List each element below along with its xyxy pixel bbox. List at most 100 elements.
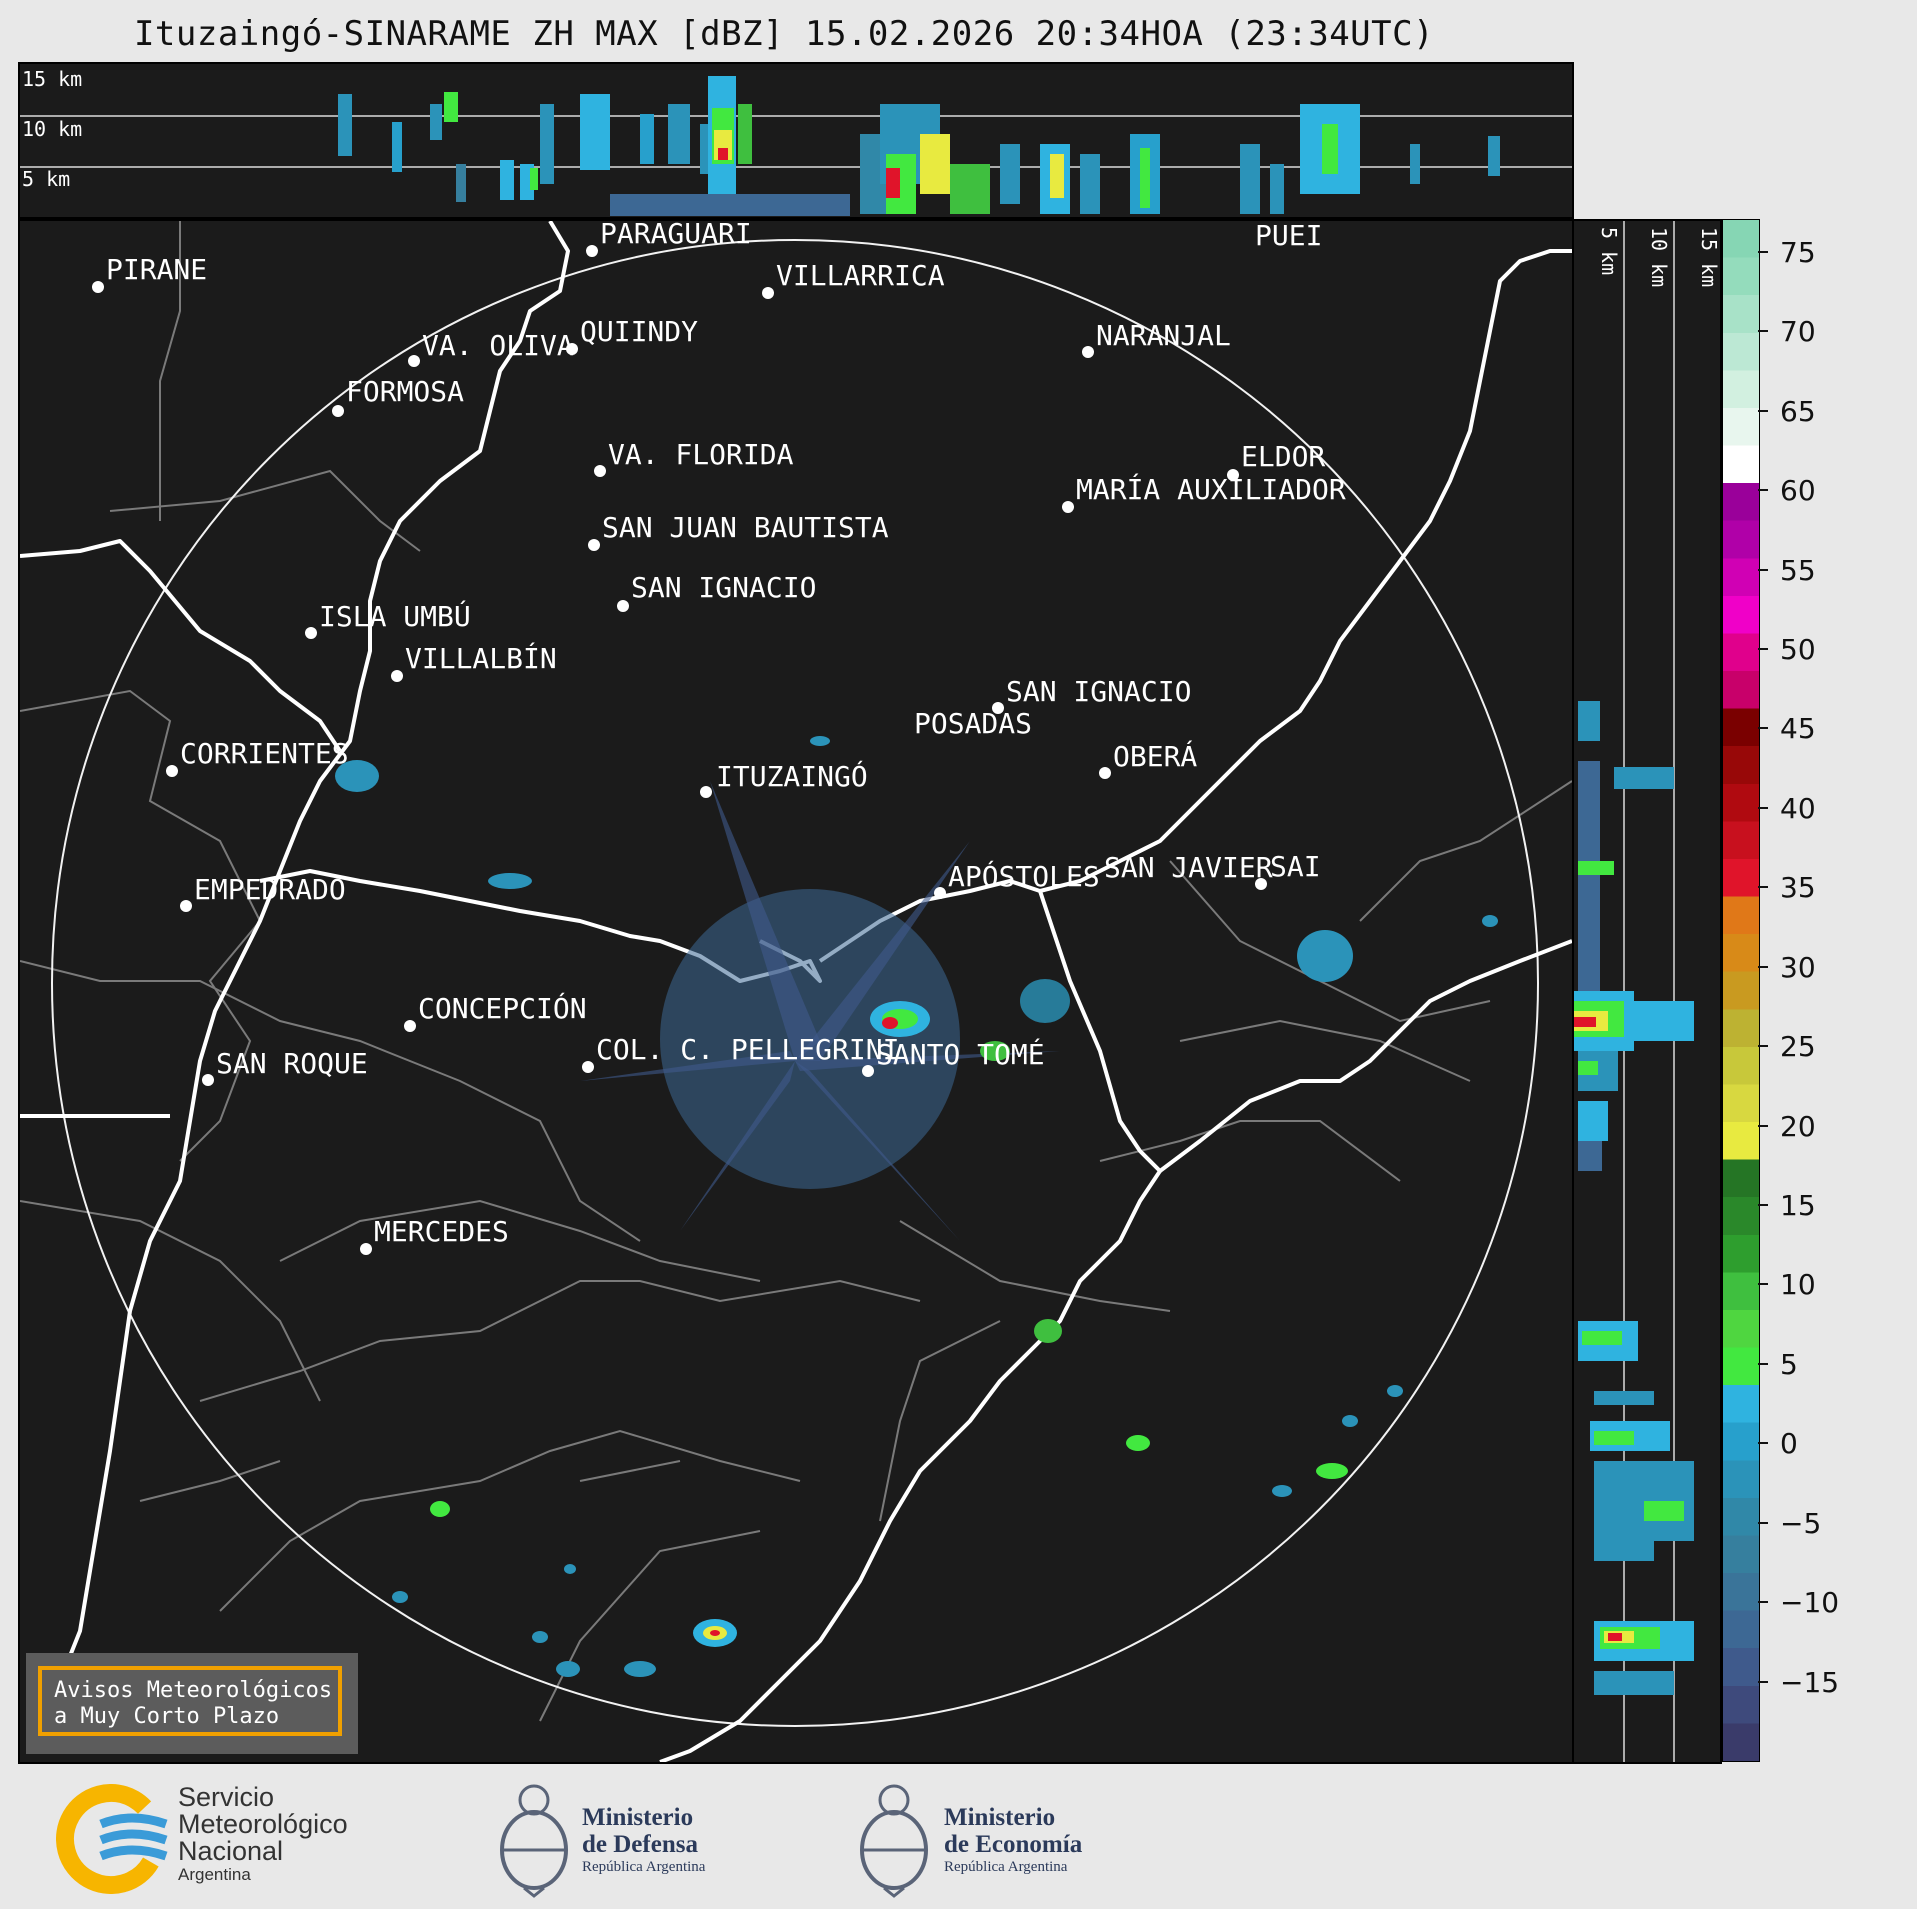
city-label-sai: SAI bbox=[1270, 850, 1321, 883]
colorbar-tick-mark bbox=[1758, 1601, 1768, 1604]
city-dot-villalbin bbox=[391, 670, 403, 682]
colorbar-tick-mark bbox=[1758, 409, 1768, 412]
colorbar-tick-label: 5 bbox=[1780, 1347, 1798, 1381]
notice-panel: Avisos Meteorológicos a Muy Corto Plazo bbox=[26, 1653, 358, 1754]
defensa-logo-text: Ministerio de Defensa República Argentin… bbox=[582, 1804, 705, 1876]
top-profile-svg: 15 km 10 km 5 km bbox=[20, 67, 1572, 216]
city-label-paraguari: PARAGUARÍ bbox=[600, 221, 752, 250]
city-dot-sai bbox=[1255, 878, 1267, 890]
city-dot-empedrado bbox=[180, 900, 192, 912]
colorbar-tick-label: 50 bbox=[1780, 632, 1816, 666]
colorbar-tick-label: 45 bbox=[1780, 712, 1816, 746]
smn-line-4: Argentina bbox=[178, 1865, 251, 1884]
city-label-concepcion: CONCEPCIÓN bbox=[418, 991, 587, 1025]
city-dot-ituzaingo bbox=[700, 786, 712, 798]
city-dot-santo-tome bbox=[862, 1065, 874, 1077]
colorbar bbox=[1722, 219, 1760, 1762]
colorbar-tick-label: 0 bbox=[1780, 1427, 1798, 1461]
city-dot-pirane bbox=[92, 281, 104, 293]
colorbar-tick-label: −15 bbox=[1780, 1665, 1840, 1699]
colorbar-tick-mark bbox=[1758, 965, 1768, 968]
city-dot-villarrica bbox=[762, 287, 774, 299]
city-label-va-oliva: VA. OLIVA bbox=[422, 329, 574, 362]
colorbar-tick-label: 40 bbox=[1780, 791, 1816, 825]
colorbar-tick-mark bbox=[1758, 806, 1768, 809]
city-dot-isla-umbu bbox=[305, 627, 317, 639]
colorbar-tick-label: −10 bbox=[1780, 1586, 1840, 1620]
city-label-villarrica: VILLARRICA bbox=[776, 259, 945, 292]
footer-logos: Servicio Meteorológico Nacional Argentin… bbox=[0, 1770, 1917, 1909]
economia-line-1: Ministerio bbox=[944, 1804, 1056, 1831]
city-label-villalbin: VILLALBÍN bbox=[405, 641, 557, 675]
colorbar-tick-mark bbox=[1758, 1442, 1768, 1445]
economia-coat-of-arms-icon bbox=[860, 1784, 928, 1898]
colorbar-tick-label: 75 bbox=[1780, 235, 1816, 269]
city-label-quiindy: QUIINDY bbox=[580, 315, 698, 348]
notice-line-2: a Muy Corto Plazo bbox=[54, 1704, 280, 1729]
colorbar-tick-label: 35 bbox=[1780, 871, 1816, 905]
city-label-puei: PUEI bbox=[1255, 221, 1322, 252]
colorbar-ticks: 75 70 65 60 55 50 45 40 35 30 25 20 15 10 5 0 −5 −10 −15 bbox=[1758, 219, 1878, 1760]
city-dot-eldor bbox=[1227, 469, 1239, 481]
colorbar-tick-mark bbox=[1758, 1680, 1768, 1683]
top-height-profile-panel: 15 km 10 km 5 km bbox=[18, 62, 1574, 219]
city-label-san-roque: SAN ROQUE bbox=[216, 1047, 368, 1080]
colorbar-tick-mark bbox=[1758, 727, 1768, 730]
city-label-maria-auxiliador: MARÍA AUXILIADOR bbox=[1076, 472, 1346, 506]
map-svg: PIRANE PARAGUARÍ VILLARRICA PUEI VA. OLI… bbox=[20, 221, 1572, 1762]
defensa-line-1: Ministerio bbox=[582, 1804, 694, 1831]
colorbar-tick-mark bbox=[1758, 568, 1768, 571]
smn-line-1: Servicio bbox=[178, 1782, 275, 1812]
range-ring bbox=[51, 239, 1539, 1727]
city-label-naranjal: NARANJAL bbox=[1096, 319, 1231, 352]
city-dot-paraguari bbox=[586, 245, 598, 257]
colorbar-tick-label: 30 bbox=[1780, 950, 1816, 984]
city-label-ituzaingo: ITUZAINGÓ bbox=[716, 759, 868, 793]
city-label-isla-umbu: ISLA UMBÚ bbox=[319, 599, 471, 633]
city-label-santo-tome: SANTO TOMÉ bbox=[876, 1037, 1045, 1071]
colorbar-tick-label: 25 bbox=[1780, 1030, 1816, 1064]
city-label-va-florida: VA. FLORIDA bbox=[608, 438, 794, 471]
colorbar-tick-label: −5 bbox=[1780, 1506, 1822, 1540]
city-label-posadas: POSADAS bbox=[914, 707, 1032, 740]
colorbar-tick-label: 55 bbox=[1780, 553, 1816, 587]
top-profile-echoes bbox=[338, 76, 1500, 216]
colorbar-tick-label: 15 bbox=[1780, 1188, 1816, 1222]
smn-line-2: Meteorológico bbox=[178, 1809, 348, 1839]
smn-logo-text: Servicio Meteorológico Nacional Argentin… bbox=[178, 1784, 348, 1885]
side-profile-svg: 5 km 10 km 15 km bbox=[1574, 221, 1721, 1762]
city-label-apostoles: APÓSTOLES bbox=[948, 859, 1100, 893]
height-label-5km: 5 km bbox=[22, 167, 70, 191]
economia-line-3: República Argentina bbox=[944, 1859, 1068, 1875]
colorbar-tick-label: 20 bbox=[1780, 1109, 1816, 1143]
colorbar-tick-mark bbox=[1758, 647, 1768, 650]
colorbar-tick-label: 60 bbox=[1780, 474, 1816, 508]
colorbar-tick-label: 10 bbox=[1780, 1268, 1816, 1302]
radar-map: PIRANE PARAGUARÍ VILLARRICA PUEI VA. OLI… bbox=[18, 219, 1574, 1764]
side-height-label-10km: 10 km bbox=[1647, 227, 1671, 287]
city-dot-mercedes bbox=[360, 1243, 372, 1255]
colorbar-tick-mark bbox=[1758, 1203, 1768, 1206]
colorbar-tick-mark bbox=[1758, 330, 1768, 333]
city-dot-san-ignacio-py bbox=[617, 600, 629, 612]
city-label-san-javier: SAN JAVIER bbox=[1104, 851, 1273, 884]
colorbar-tick-mark bbox=[1758, 1521, 1768, 1524]
city-dot-corrientes bbox=[166, 765, 178, 777]
economia-logo-text: Ministerio de Economía República Argenti… bbox=[944, 1804, 1082, 1876]
defensa-line-2: de Defensa bbox=[582, 1831, 698, 1858]
city-dot-quiindy bbox=[566, 343, 578, 355]
radar-echoes bbox=[335, 736, 1498, 1677]
city-dot-col-pellegrini bbox=[582, 1061, 594, 1073]
side-height-label-15km: 15 km bbox=[1697, 227, 1720, 287]
city-label-san-juan-bautista: SAN JUAN BAUTISTA bbox=[602, 511, 889, 544]
city-label-mercedes: MERCEDES bbox=[374, 1215, 509, 1248]
economia-line-2: de Economía bbox=[944, 1831, 1083, 1858]
city-dot-apostoles bbox=[934, 887, 946, 899]
colorbar-tick-mark bbox=[1758, 1124, 1768, 1127]
colorbar-tick-mark bbox=[1758, 1283, 1768, 1286]
city-label-pirane: PIRANE bbox=[106, 253, 207, 286]
colorbar-tick-mark bbox=[1758, 250, 1768, 253]
city-dot-va-florida bbox=[594, 465, 606, 477]
side-height-label-5km: 5 km bbox=[1597, 227, 1621, 275]
side-height-profile-panel: 5 km 10 km 15 km bbox=[1572, 219, 1722, 1764]
